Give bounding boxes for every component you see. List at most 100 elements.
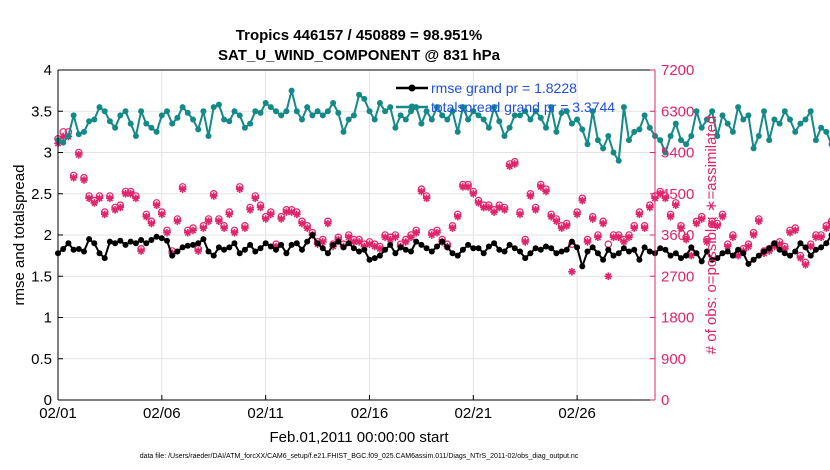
- totalspread-point: [558, 109, 565, 116]
- rmse-point: [698, 258, 705, 265]
- assimilated-obs-stroke: [246, 206, 254, 214]
- assimilated-obs-stroke: [610, 234, 617, 241]
- assimilated-obs-stroke: [823, 224, 830, 232]
- assimilated-obs-point: [464, 183, 472, 191]
- rmse-point: [776, 246, 783, 253]
- assimilated-obs-stroke: [303, 224, 311, 232]
- assimilated-obs-stroke: [298, 220, 306, 227]
- assimilated-obs-point: [729, 233, 737, 242]
- rmse-point: [319, 245, 326, 252]
- y-left-tick-label: 3.5: [31, 103, 52, 120]
- assimilated-obs-point: [775, 240, 784, 248]
- assimilated-obs-point: [469, 189, 478, 198]
- x-tick-label: 02/06: [143, 405, 181, 422]
- assimilated-obs-point: [132, 194, 140, 203]
- totalspread-point: [444, 116, 451, 123]
- assimilated-obs-point: [267, 210, 275, 219]
- rmse-point: [190, 241, 196, 248]
- assimilated-obs-stroke: [163, 229, 171, 236]
- assimilated-obs-point: [666, 212, 675, 221]
- assimilated-obs-point: [261, 215, 270, 223]
- rmse-point: [257, 245, 264, 252]
- assimilated-obs-stroke: [75, 151, 82, 159]
- totalspread-point: [511, 112, 518, 119]
- totalspread-point: [657, 137, 664, 144]
- assimilated-obs-point: [511, 160, 519, 168]
- rmse-point: [382, 246, 389, 253]
- assimilated-obs-point: [604, 272, 613, 281]
- totalspread-point: [527, 116, 534, 123]
- assimilated-obs-point: [801, 261, 810, 269]
- totalspread-point: [387, 104, 394, 111]
- totalspread-point: [106, 118, 113, 125]
- rmse-point: [600, 256, 607, 263]
- rmse-point: [402, 246, 409, 253]
- totalspread-point: [376, 100, 383, 106]
- totalspread-point: [153, 128, 160, 135]
- rmse-point: [589, 244, 596, 251]
- assimilated-obs-point: [697, 215, 706, 223]
- assimilated-obs-point: [568, 267, 576, 276]
- assimilated-obs-stroke: [174, 218, 181, 225]
- totalspread-point: [283, 108, 290, 115]
- rmse-point: [465, 241, 472, 248]
- assimilated-obs-point: [402, 238, 410, 246]
- totalspread-point: [755, 133, 762, 139]
- assimilated-obs-stroke: [381, 234, 389, 241]
- rmse-point: [418, 241, 425, 248]
- totalspread-point: [117, 112, 124, 119]
- rmse-point: [65, 240, 72, 247]
- assimilated-obs-point: [137, 247, 145, 255]
- assimilated-obs-point: [625, 233, 633, 242]
- assimilated-obs-point: [147, 219, 156, 228]
- rmse-point: [75, 246, 82, 252]
- assimilated-obs-point: [303, 224, 311, 232]
- assimilated-obs-stroke: [734, 252, 742, 259]
- assimilated-obs-stroke: [345, 234, 352, 241]
- x-tick-label: 02/11: [247, 405, 283, 422]
- assimilated-obs-point: [588, 215, 597, 223]
- totalspread-point: [449, 108, 456, 115]
- totalspread-point: [164, 108, 170, 115]
- rmse-point: [693, 250, 700, 257]
- assimilated-obs-stroke: [226, 211, 233, 218]
- totalspread-point: [683, 141, 690, 148]
- assimilated-obs-point: [521, 238, 529, 246]
- rmse-point: [304, 238, 311, 245]
- y-right-tick-label: 5400: [661, 145, 694, 162]
- assimilated-obs-point: [682, 235, 690, 244]
- rmse-point: [345, 240, 352, 247]
- totalspread-point: [319, 112, 326, 119]
- totalspread-point: [454, 128, 461, 135]
- rmse-point: [267, 243, 274, 250]
- totalspread-point: [698, 124, 705, 131]
- rmse-point: [626, 248, 632, 255]
- rmse-point: [558, 248, 565, 255]
- assimilated-obs-stroke: [620, 238, 628, 246]
- assimilated-obs-stroke: [480, 204, 487, 211]
- assimilated-obs-stroke: [817, 234, 825, 241]
- assimilated-obs-point: [614, 233, 623, 242]
- assimilated-obs-point: [573, 210, 581, 219]
- assimilated-obs-point: [791, 226, 799, 235]
- assimilated-obs-point: [635, 210, 644, 219]
- totalspread-point: [750, 145, 757, 152]
- assimilated-obs-stroke: [547, 213, 555, 220]
- totalspread-point: [537, 114, 544, 121]
- assimilated-obs-point: [230, 228, 239, 237]
- rmse-point: [200, 236, 207, 243]
- assimilated-obs-point: [220, 224, 228, 232]
- assimilated-obs-point: [412, 228, 420, 237]
- totalspread-point: [205, 133, 212, 139]
- assimilated-obs-point: [500, 206, 509, 214]
- totalspread-point: [693, 108, 700, 115]
- totalspread-point: [257, 109, 264, 116]
- totalspread-point: [631, 128, 638, 135]
- legend: rmse grand pr = 1.8228 totalspread grand…: [396, 80, 615, 115]
- assimilated-obs-stroke: [200, 224, 207, 232]
- assimilated-obs-point: [376, 244, 384, 253]
- assimilated-obs-stroke: [148, 220, 155, 227]
- assimilated-obs-point: [562, 222, 571, 230]
- assimilated-obs-stroke: [672, 201, 679, 209]
- rmse-point: [766, 245, 773, 252]
